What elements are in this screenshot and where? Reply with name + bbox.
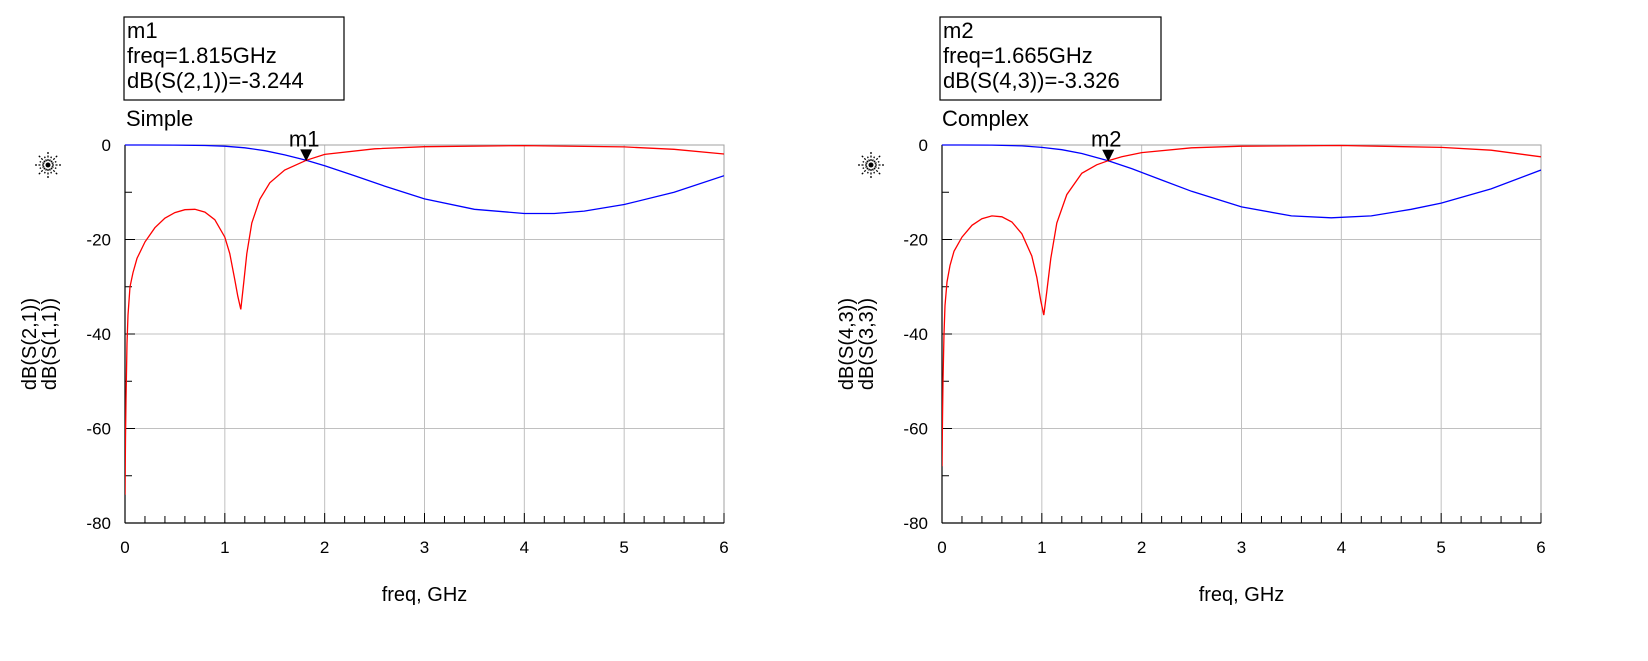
y-ticks	[125, 144, 135, 524]
y-tick-label: -80	[903, 514, 928, 533]
x-tick-label: 1	[220, 538, 229, 557]
x-axis-title: freq, GHz	[382, 584, 468, 606]
marker-label: m1	[289, 126, 320, 151]
x-tick-label: 4	[1337, 538, 1346, 557]
y-tick-label: -60	[86, 420, 111, 439]
x-ticks	[941, 513, 1542, 523]
series-line-dbs21	[125, 144, 724, 215]
y-tick-label: -20	[903, 231, 928, 250]
marker-label: m2	[1091, 127, 1122, 152]
marker-info-box	[123, 16, 345, 101]
x-tick-label: 1	[1037, 538, 1046, 557]
y-tick-label: -40	[903, 325, 928, 344]
grid	[941, 144, 1542, 524]
x-ticks	[124, 513, 725, 523]
marker-triangle[interactable]	[300, 149, 313, 162]
marker-info-line: freq=1.815GHz	[127, 43, 277, 68]
x-tick-label: 0	[120, 538, 129, 557]
x-tick-label: 5	[619, 538, 628, 557]
x-tick-label: 6	[719, 538, 728, 557]
marker-info-line: m1	[127, 18, 158, 43]
marker-info-line: freq=1.665GHz	[943, 43, 1093, 68]
y-axis-title-s21: dB(S(4,3))	[836, 298, 858, 390]
chart-title: Simple	[126, 106, 193, 131]
sun-burst-icon	[35, 152, 61, 178]
marker-info-line: dB(S(4,3))=-3.326	[943, 68, 1120, 93]
chart-title: Complex	[942, 106, 1029, 131]
y-axis-title-s11: dB(S(3,3))	[856, 298, 878, 390]
series-line-dbs33	[942, 144, 1541, 467]
y-axis-title-s11: dB(S(1,1))	[39, 298, 61, 390]
x-tick-label: 2	[1137, 538, 1146, 557]
marker-info-line: dB(S(2,1))=-3.244	[127, 68, 304, 93]
y-tick-label: 0	[102, 136, 111, 155]
x-tick-label: 3	[420, 538, 429, 557]
y-tick-label: -20	[86, 231, 111, 250]
y-tick-label: -60	[903, 420, 928, 439]
x-tick-label: 6	[1536, 538, 1545, 557]
x-axis-title: freq, GHz	[1199, 584, 1285, 606]
x-tick-label: 2	[320, 538, 329, 557]
y-axis-title-s21: dB(S(2,1))	[19, 298, 41, 390]
sun-burst-icon	[858, 152, 884, 178]
y-tick-label: -80	[86, 514, 111, 533]
x-tick-label: 3	[1237, 538, 1246, 557]
series-line-dbs11	[125, 144, 724, 495]
x-tick-label: 4	[520, 538, 529, 557]
series-line-dbs43	[942, 144, 1541, 219]
marker-info-box	[939, 16, 1162, 101]
y-tick-label: -40	[86, 325, 111, 344]
marker-triangle[interactable]	[1102, 149, 1115, 162]
marker-info-line: m2	[943, 18, 974, 43]
x-tick-label: 0	[937, 538, 946, 557]
x-tick-label: 5	[1436, 538, 1445, 557]
y-tick-label: 0	[919, 136, 928, 155]
